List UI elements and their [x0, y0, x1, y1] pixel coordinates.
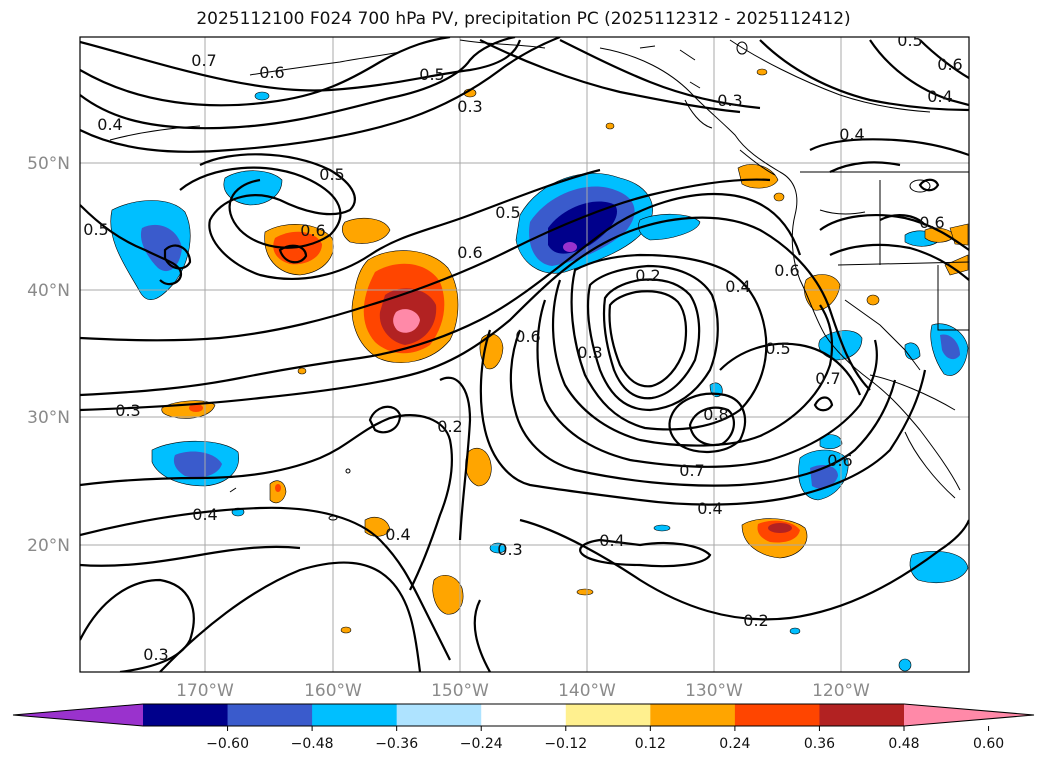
- map-title: 2025112100 F024 700 hPa PV, precipitatio…: [196, 9, 851, 29]
- colorbar: −0.60 −0.48 −0.36 −0.24 −0.12 0.12 0.24 0.36 0.4…: [12, 703, 1035, 752]
- lon-label: 170°W: [176, 681, 234, 701]
- lat-label: 50°N: [27, 154, 70, 174]
- colorbar-tick-label: −0.12: [544, 736, 587, 752]
- contour-label: 0.4: [599, 531, 624, 550]
- colorbar-tick-label: 0.48: [888, 736, 919, 752]
- lat-label: 30°N: [27, 408, 70, 428]
- contour-label: 0.4: [725, 277, 750, 296]
- contour-label: 0.7: [679, 461, 704, 480]
- contour-label: 0.4: [697, 499, 722, 518]
- precipitation-shading: [110, 68, 969, 672]
- contour-label: 0.3: [143, 645, 168, 664]
- contour-label: 0.6: [259, 63, 284, 82]
- colorbar-tick-label: −0.24: [460, 736, 503, 752]
- colorbar-segment: [481, 704, 567, 726]
- colorbar-tick-label: 0.24: [719, 736, 750, 752]
- contour-label: 0.5: [419, 65, 444, 84]
- contour-label: 0.6: [827, 451, 852, 470]
- colorbar-tick-label: −0.60: [206, 736, 249, 752]
- latitude-labels: 50°N 40°N 30°N 20°N: [27, 154, 70, 556]
- contour-label: 0.2: [437, 417, 462, 436]
- contour-label: 0.2: [743, 611, 768, 630]
- contour-label: 0.5: [83, 220, 108, 239]
- contour-label: 0.3: [717, 91, 742, 110]
- contour-label: 0.6: [774, 261, 799, 280]
- contour-label: 0.3: [497, 540, 522, 559]
- contour-label: 0.6: [515, 327, 540, 346]
- contour-label: 0.5: [765, 339, 790, 358]
- colorbar-segment: [312, 704, 398, 726]
- contour-label: 0.6: [457, 243, 482, 262]
- contour-label: 0.3: [115, 401, 140, 420]
- contour-label: 0.8: [703, 405, 728, 424]
- lon-label: 160°W: [304, 681, 362, 701]
- contour-label: 0.6: [919, 213, 944, 232]
- colorbar-tick-label: 0.60: [973, 736, 1004, 752]
- pv-contours: [80, 37, 969, 672]
- colorbar-segment: [734, 704, 820, 726]
- contour-label: 0.4: [839, 125, 864, 144]
- lon-label: 130°W: [685, 681, 743, 701]
- contour-label: 0.7: [191, 51, 216, 70]
- contour-label: 0.6: [300, 221, 325, 240]
- colorbar-tick-label: 0.12: [635, 736, 666, 752]
- colorbar-extend-max: [904, 704, 1034, 726]
- contour-label: 0.4: [97, 115, 122, 134]
- lat-label: 40°N: [27, 281, 70, 301]
- contour-label: 0.5: [319, 165, 344, 184]
- contour-label: 0.4: [192, 505, 217, 524]
- contour-label: 0.5: [897, 31, 922, 50]
- map-plot-area: 0.6 0.5 0.3 0.4 0.5 0.6 0.2 0.4 0.6 0.5 …: [80, 31, 969, 672]
- contour-label: 0.5: [495, 203, 520, 222]
- colorbar-tick-label: 0.36: [804, 736, 835, 752]
- colorbar-tick-label: −0.36: [375, 736, 418, 752]
- contour-label: 0.6: [937, 55, 962, 74]
- contour-label: 0.7: [815, 369, 840, 388]
- colorbar-segment: [227, 704, 313, 726]
- colorbar-segment: [819, 704, 905, 726]
- contour-label: 0.4: [927, 87, 952, 106]
- colorbar-tick-label: −0.48: [291, 736, 334, 752]
- colorbar-extend-min: [13, 704, 143, 726]
- map-frame: [79, 36, 970, 673]
- colorbar-segment: [143, 704, 229, 726]
- longitude-labels: 170°W 160°W 150°W 140°W 130°W 120°W: [176, 681, 870, 701]
- lon-label: 140°W: [558, 681, 616, 701]
- lat-label: 20°N: [27, 536, 70, 556]
- colorbar-segment: [565, 704, 651, 726]
- contour-label: 0.4: [385, 525, 410, 544]
- colorbar-outline: [12, 703, 1035, 727]
- contour-label: 0.3: [577, 343, 602, 362]
- colorbar-segment: [396, 704, 482, 726]
- contour-labels: 0.6 0.5 0.3 0.4 0.5 0.6 0.2 0.4 0.6 0.5 …: [83, 31, 962, 664]
- contour-label: 0.3: [457, 97, 482, 116]
- lon-label: 150°W: [431, 681, 489, 701]
- lon-label: 120°W: [812, 681, 870, 701]
- colorbar-segment: [650, 704, 736, 726]
- contour-label: 0.2: [635, 266, 660, 285]
